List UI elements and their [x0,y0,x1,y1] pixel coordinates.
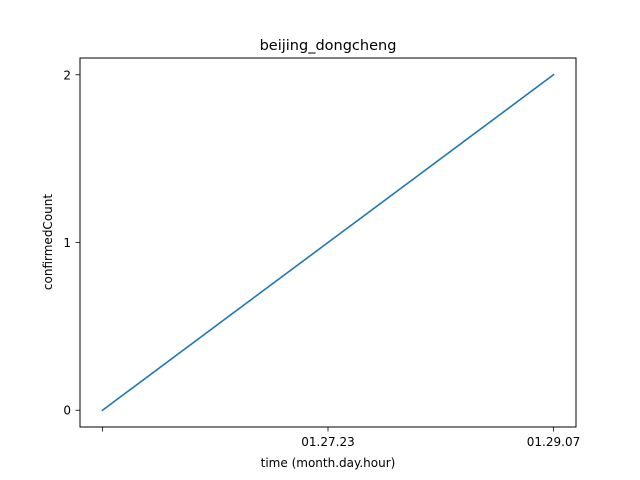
axes-frame [79,57,577,428]
x-tick-label: 01.29.07 [527,435,580,449]
y-tick-label: 2 [63,68,71,82]
chart-title: beijing_dongcheng [260,38,397,54]
y-tick-label: 1 [63,236,71,250]
y-tick-label: 0 [63,404,71,418]
x-axis-label: time (month.day.hour) [261,456,396,470]
plot-area: 01.27.23 01.29.07 0 1 2 [63,68,580,449]
x-tick-label: 01.27.23 [301,435,354,449]
series-line [101,73,555,412]
y-axis-label: confirmedCount [41,194,55,290]
